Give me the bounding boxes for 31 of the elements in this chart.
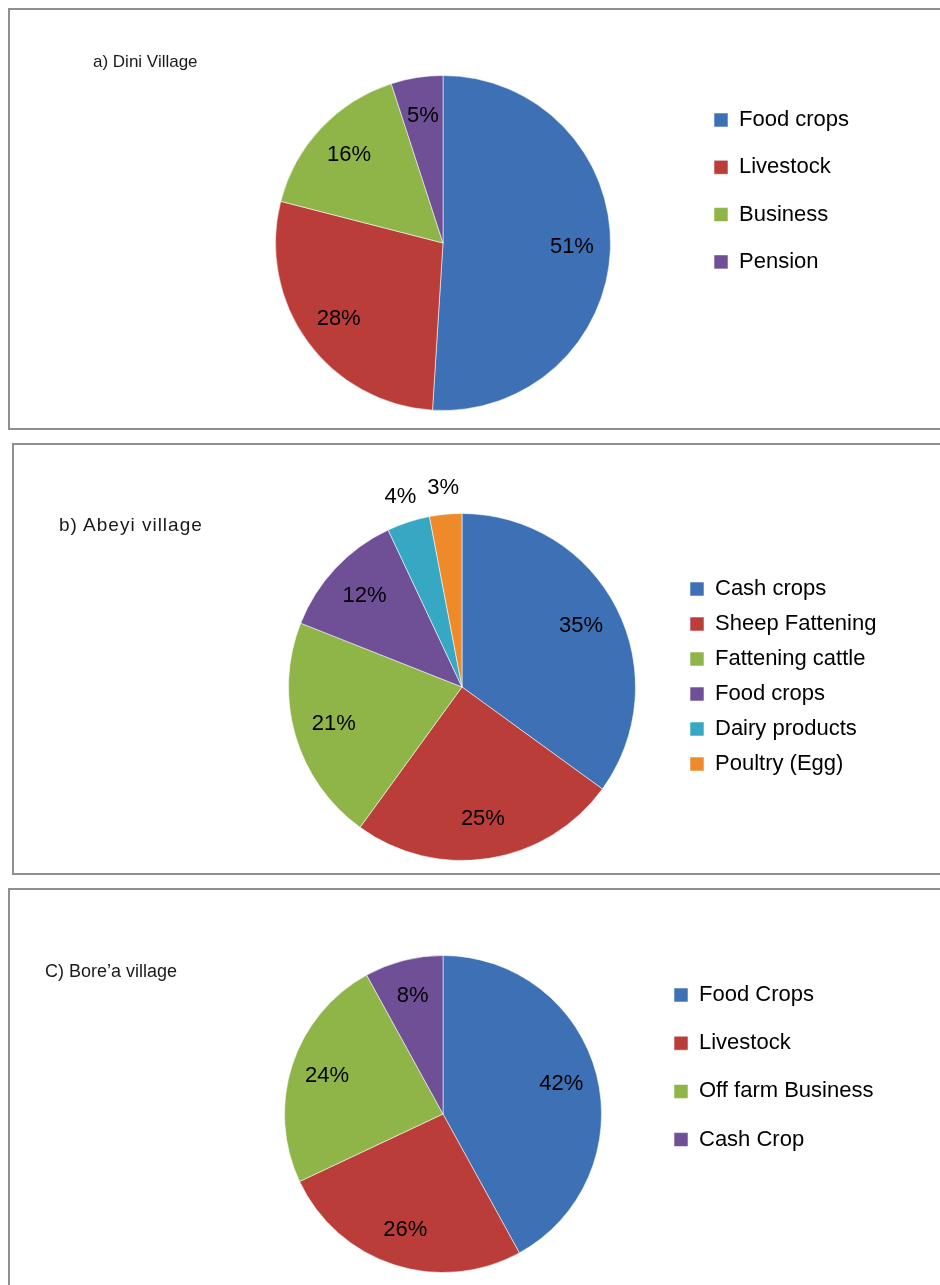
legend-label: Pension xyxy=(739,247,819,273)
legend-label: Livestock xyxy=(699,1029,792,1055)
data-label: 3% xyxy=(427,474,460,500)
data-label: 16% xyxy=(326,140,371,166)
data-label: 26% xyxy=(383,1216,428,1242)
legend-label: Food crops xyxy=(715,680,826,706)
text: b) Abeyi village xyxy=(59,513,203,537)
legend-label: Cash crops xyxy=(715,575,827,601)
chart-title: a) Dini Village xyxy=(93,51,198,73)
text: C) Bore’a village xyxy=(45,961,178,983)
data-label: 21% xyxy=(311,710,356,736)
legend-label: Fattening cattle xyxy=(715,645,866,671)
data-label: 51% xyxy=(549,233,594,259)
legend-label: Food Crops xyxy=(699,981,814,1007)
data-label: 24% xyxy=(304,1062,349,1088)
legend-label: Off farm Business xyxy=(699,1077,874,1103)
legend-label: Poultry (Egg) xyxy=(715,750,844,776)
data-label: 35% xyxy=(559,612,604,638)
data-label: 8% xyxy=(396,981,429,1007)
legend-label: Dairy products xyxy=(715,715,857,741)
data-label: 12% xyxy=(342,581,387,607)
legend-label: Sheep Fattening xyxy=(715,610,877,636)
legend-label: Livestock xyxy=(739,153,832,179)
legend-label: Food crops xyxy=(739,106,850,132)
legend-label: Business xyxy=(739,200,829,226)
data-label: 5% xyxy=(406,101,439,127)
data-label: 28% xyxy=(316,304,361,330)
data-label: 25% xyxy=(460,805,505,831)
data-label: 4% xyxy=(384,483,417,509)
legend-label: Cash Crop xyxy=(699,1125,805,1151)
data-label: 42% xyxy=(539,1069,584,1095)
